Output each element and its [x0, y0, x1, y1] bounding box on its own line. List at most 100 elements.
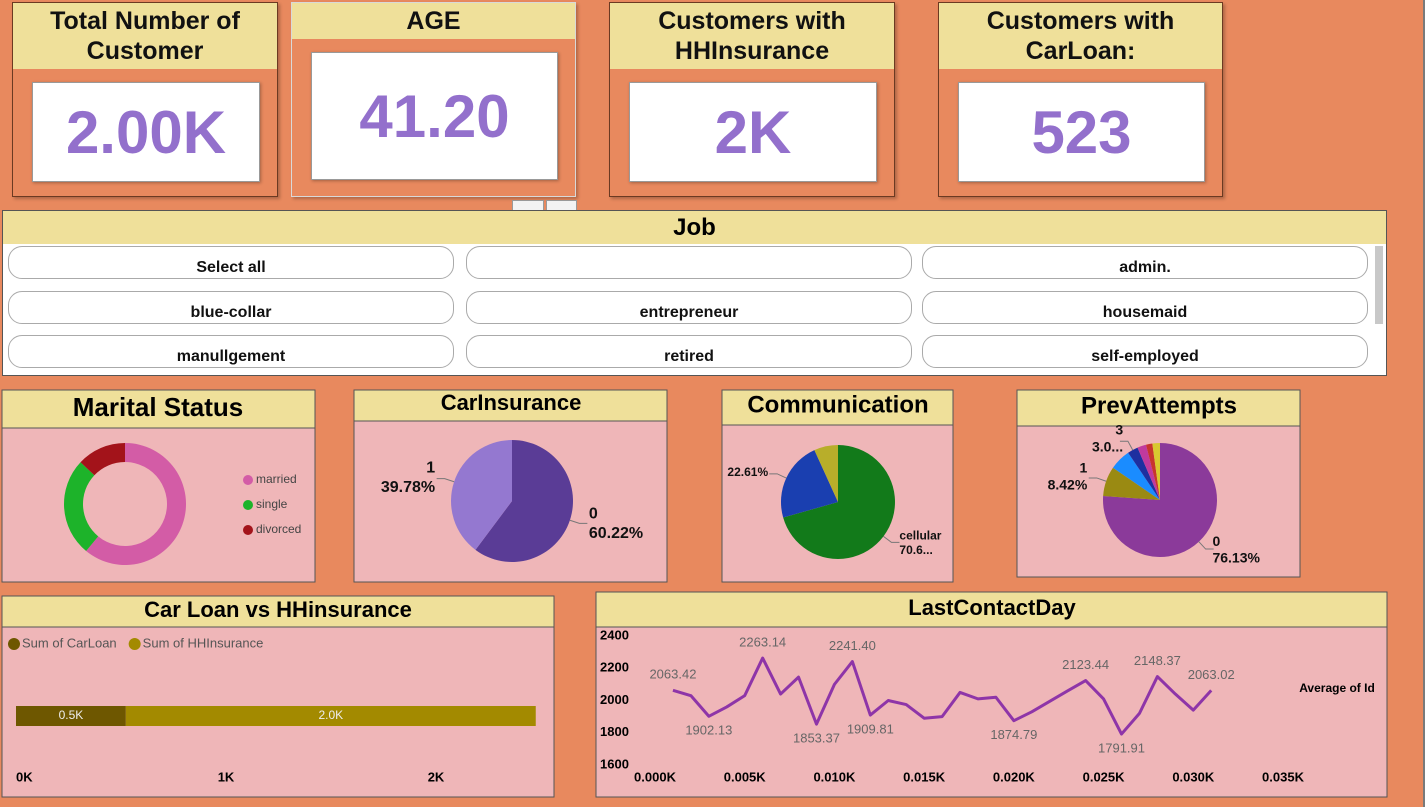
card-value: 2.00K: [32, 82, 260, 182]
legend-label: single: [256, 497, 288, 511]
data-category: cellular: [899, 529, 941, 543]
chart-title: Car Loan vs HHinsurance: [144, 597, 412, 622]
data-label: 2.0K: [318, 708, 343, 722]
kpi-card: Customers with HHInsurance 2K: [609, 2, 895, 197]
panel-header: [1, 389, 316, 429]
pie-slice: [1103, 467, 1160, 500]
leader-line: [1198, 541, 1214, 550]
data-label: 2148.37: [1134, 653, 1181, 668]
slicer-item[interactable]: self-employed: [922, 335, 1368, 368]
leader-line: [1088, 477, 1107, 482]
slicer-item[interactable]: [466, 246, 912, 279]
legend-swatch: [128, 638, 141, 650]
legend-label: Sum of HHInsurance: [143, 635, 264, 650]
legend-label: divorced: [256, 522, 301, 536]
legend-swatch: [243, 500, 253, 510]
panel-header: [595, 591, 1388, 628]
data-label: 1874.79: [990, 727, 1037, 742]
bar-segment: [16, 706, 126, 726]
x-tick-label: 0.025K: [1083, 769, 1126, 784]
data-label: 2241.40: [829, 638, 876, 653]
slicer-item[interactable]: manullgement: [8, 335, 454, 368]
data-category: 0: [1212, 533, 1220, 549]
pie-slice: [1102, 443, 1217, 557]
data-label: 22.61%: [727, 465, 768, 479]
leader-line: [769, 473, 787, 479]
pie-slice: [1112, 452, 1160, 500]
card-value: 41.20: [311, 52, 558, 180]
data-category: 1: [1079, 460, 1087, 476]
x-tick-label: 1K: [218, 769, 235, 784]
data-label: 0.5K: [59, 708, 84, 722]
slicer-item[interactable]: Select all: [8, 246, 454, 279]
pie-slice: [780, 450, 838, 518]
pie-slice: [814, 444, 838, 502]
pie-slice: [1128, 447, 1160, 500]
pie-slice: [1137, 444, 1160, 500]
panel-header: [721, 389, 954, 426]
data-label: 1909.81: [847, 721, 894, 736]
y-tick-label: 1800: [600, 724, 629, 739]
data-category: 3: [1115, 422, 1123, 438]
x-tick-label: 0.005K: [724, 769, 767, 784]
chart-title: CarInsurance: [441, 390, 582, 415]
y-tick-label: 1600: [600, 756, 629, 771]
card-title: Total Number of Customer: [13, 3, 277, 69]
y-tick-label: 2200: [600, 660, 629, 675]
x-tick-label: 2K: [428, 769, 445, 784]
legend-swatch: [243, 475, 253, 485]
card-value: 523: [958, 82, 1205, 182]
card-value: 2K: [629, 82, 877, 182]
x-tick-label: 0.000K: [634, 769, 677, 784]
legend-label: Sum of CarLoan: [22, 635, 117, 650]
job-slicer: Job Select all admin. blue-collar entrep…: [2, 210, 1387, 376]
donut-slice: [80, 442, 125, 476]
slicer-item[interactable]: entrepreneur: [466, 291, 912, 324]
panel-header: [1016, 389, 1301, 427]
leader-line: [1119, 440, 1134, 451]
data-category: 1: [426, 460, 435, 477]
scrollbar[interactable]: [1375, 246, 1383, 324]
slicer-item[interactable]: retired: [466, 335, 912, 368]
legend-label: married: [256, 472, 297, 486]
pie-slice: [451, 440, 512, 550]
donut-slice: [63, 462, 99, 551]
data-label: 70.6...: [899, 543, 932, 557]
pie-slice: [475, 440, 574, 562]
x-tick-label: 0.030K: [1172, 769, 1215, 784]
x-tick-label: 0.015K: [903, 769, 946, 784]
pie-slice: [1146, 443, 1160, 500]
card-title: AGE: [292, 3, 575, 39]
pie-slice: [1152, 443, 1160, 500]
slicer-item[interactable]: blue-collar: [8, 291, 454, 324]
slicer-item[interactable]: admin.: [922, 246, 1368, 279]
y-tick-label: 2400: [600, 627, 629, 642]
data-label: 2123.44: [1062, 657, 1109, 672]
bar-segment: [125, 706, 536, 726]
x-tick-label: 0.010K: [813, 769, 856, 784]
kpi-card: Total Number of Customer 2.00K: [12, 2, 278, 197]
slicer-title: Job: [3, 211, 1386, 244]
chart-title: LastContactDay: [908, 595, 1076, 620]
data-label: 2063.42: [649, 667, 696, 682]
x-tick-label: 0.020K: [993, 769, 1036, 784]
chart-title: PrevAttempts: [1081, 392, 1237, 419]
data-label: 2063.02: [1188, 667, 1235, 682]
legend-label: Average of Id: [1299, 681, 1375, 695]
slicer-item[interactable]: housemaid: [922, 291, 1368, 324]
legend-swatch: [243, 525, 253, 535]
panel: [595, 626, 1388, 798]
data-label: 39.78%: [381, 479, 435, 496]
card-title: Customers with CarLoan:: [939, 3, 1222, 69]
pie-slice: [783, 445, 895, 559]
data-label: 1853.37: [793, 731, 840, 746]
y-tick-label: 2000: [600, 692, 629, 707]
card-title: Customers with HHInsurance: [610, 3, 894, 69]
chart-title: Marital Status: [73, 392, 244, 422]
leader-line: [883, 535, 900, 543]
data-label: 60.22%: [589, 525, 643, 542]
data-category: 0: [589, 506, 598, 523]
data-label: 8.42%: [1048, 476, 1088, 492]
data-label: 76.13%: [1212, 550, 1260, 566]
